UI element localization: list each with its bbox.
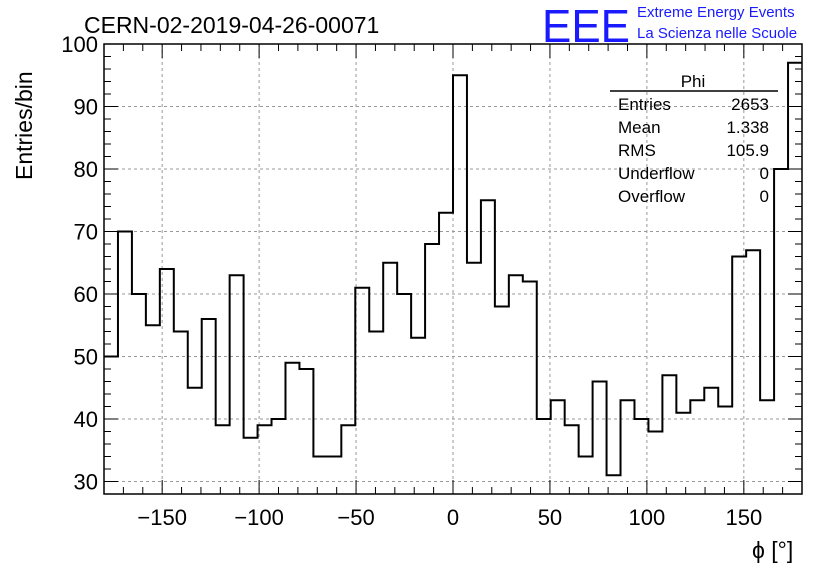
histogram-bin: [788, 63, 802, 494]
x-tick-label: 50: [538, 505, 562, 530]
y-tick-label: 70: [74, 220, 98, 245]
histogram-bin: [425, 244, 439, 494]
histogram-bin: [523, 282, 537, 495]
histogram-bin: [774, 169, 788, 494]
histogram-bin: [216, 425, 230, 494]
histogram-bin: [467, 263, 481, 494]
stats-label: RMS: [618, 141, 656, 160]
histogram-bin: [383, 263, 397, 494]
histogram-bin: [732, 257, 746, 495]
y-tick-label: 90: [74, 95, 98, 120]
y-tick-label: 60: [74, 282, 98, 307]
histogram-bin: [104, 357, 118, 495]
histogram-bin: [718, 407, 732, 495]
histogram-bin: [258, 425, 272, 494]
histogram-bin: [188, 388, 202, 494]
x-tick-label: −50: [337, 505, 374, 530]
y-axis-label: Entries/bin: [11, 71, 37, 180]
histogram-bin: [607, 475, 621, 494]
eee-logo: EEE Extreme Energy Events La Scienza nel…: [542, 0, 797, 52]
histogram-bin: [746, 250, 760, 494]
stats-label: Overflow: [618, 187, 686, 206]
histogram-series: [104, 61, 802, 495]
grid-lines: [104, 43, 802, 494]
histogram-bin: [341, 425, 355, 494]
stats-label: Underflow: [618, 164, 695, 183]
y-tick-label: 80: [74, 157, 98, 182]
stats-label: Mean: [618, 118, 661, 137]
histogram-bin: [202, 319, 216, 494]
histogram-bin: [397, 294, 411, 494]
x-tick-label: 100: [629, 505, 666, 530]
histogram-bin: [551, 400, 565, 494]
stats-value: 0: [760, 164, 769, 183]
histogram-bin: [662, 375, 676, 494]
histogram-bin: [174, 332, 188, 495]
histogram-bin: [369, 332, 383, 495]
histogram-bin: [244, 438, 258, 494]
y-tick-label: 40: [74, 407, 98, 432]
histogram-bin: [439, 213, 453, 494]
y-tick-label: 100: [61, 32, 98, 57]
logo-line-2: La Scienza nelle Scuole: [637, 25, 797, 42]
x-tick-labels: −150 −100 −50 0 50 100 150: [137, 505, 762, 530]
histogram-bin: [327, 457, 341, 495]
stats-value: 2653: [731, 95, 769, 114]
x-tick-label: −150: [137, 505, 187, 530]
histogram-bin: [132, 294, 146, 494]
x-tick-label: −100: [234, 505, 284, 530]
y-tick-labels: 30 40 50 60 70 80 90 100: [61, 32, 98, 495]
histogram-bin: [621, 400, 635, 494]
x-tick-label: 150: [725, 505, 762, 530]
axis-ticks: [103, 43, 803, 495]
chart-title: CERN-02-2019-04-26-00071: [84, 12, 379, 38]
x-axis-label: ϕ [°]: [752, 537, 793, 563]
histogram-bin: [579, 457, 593, 495]
stats-value: 0: [760, 187, 769, 206]
stats-title: Phi: [681, 72, 706, 91]
histogram-bin: [160, 269, 174, 494]
histogram-bin: [495, 307, 509, 495]
logo-line-1: Extreme Energy Events: [637, 4, 795, 21]
histogram-bin: [285, 363, 299, 494]
histogram-bin: [299, 369, 313, 494]
histogram-bin: [565, 425, 579, 494]
histogram-bin: [481, 200, 495, 494]
histogram-bin: [593, 382, 607, 495]
histogram-bin: [704, 388, 718, 494]
stats-box: Phi Entries 2653 Mean 1.338 RMS 105.9 Underflo…: [610, 72, 778, 206]
x-tick-label: 0: [447, 505, 459, 530]
histogram-bin: [676, 413, 690, 494]
stats-label: Entries: [618, 95, 671, 114]
histogram-bin: [146, 325, 160, 494]
histogram-bin: [634, 419, 648, 494]
histogram-bin: [509, 275, 523, 494]
histogram-bin: [760, 400, 774, 494]
histogram-bin: [355, 288, 369, 494]
histogram-bin: [118, 232, 132, 495]
histogram-bin: [313, 457, 327, 495]
histogram-bin: [411, 338, 425, 494]
histogram-bin: [453, 75, 467, 494]
histogram-bin: [690, 400, 704, 494]
y-tick-label: 30: [74, 470, 98, 495]
stats-value: 1.338: [726, 118, 769, 137]
histogram-outline: [104, 61, 802, 477]
histogram-bin: [537, 419, 551, 494]
histogram-bin: [648, 432, 662, 495]
eee-logo-letters: EEE: [542, 0, 630, 52]
histogram-bin: [230, 275, 244, 494]
stats-value: 105.9: [726, 141, 769, 160]
histogram-bin: [272, 419, 286, 494]
y-tick-label: 50: [74, 345, 98, 370]
